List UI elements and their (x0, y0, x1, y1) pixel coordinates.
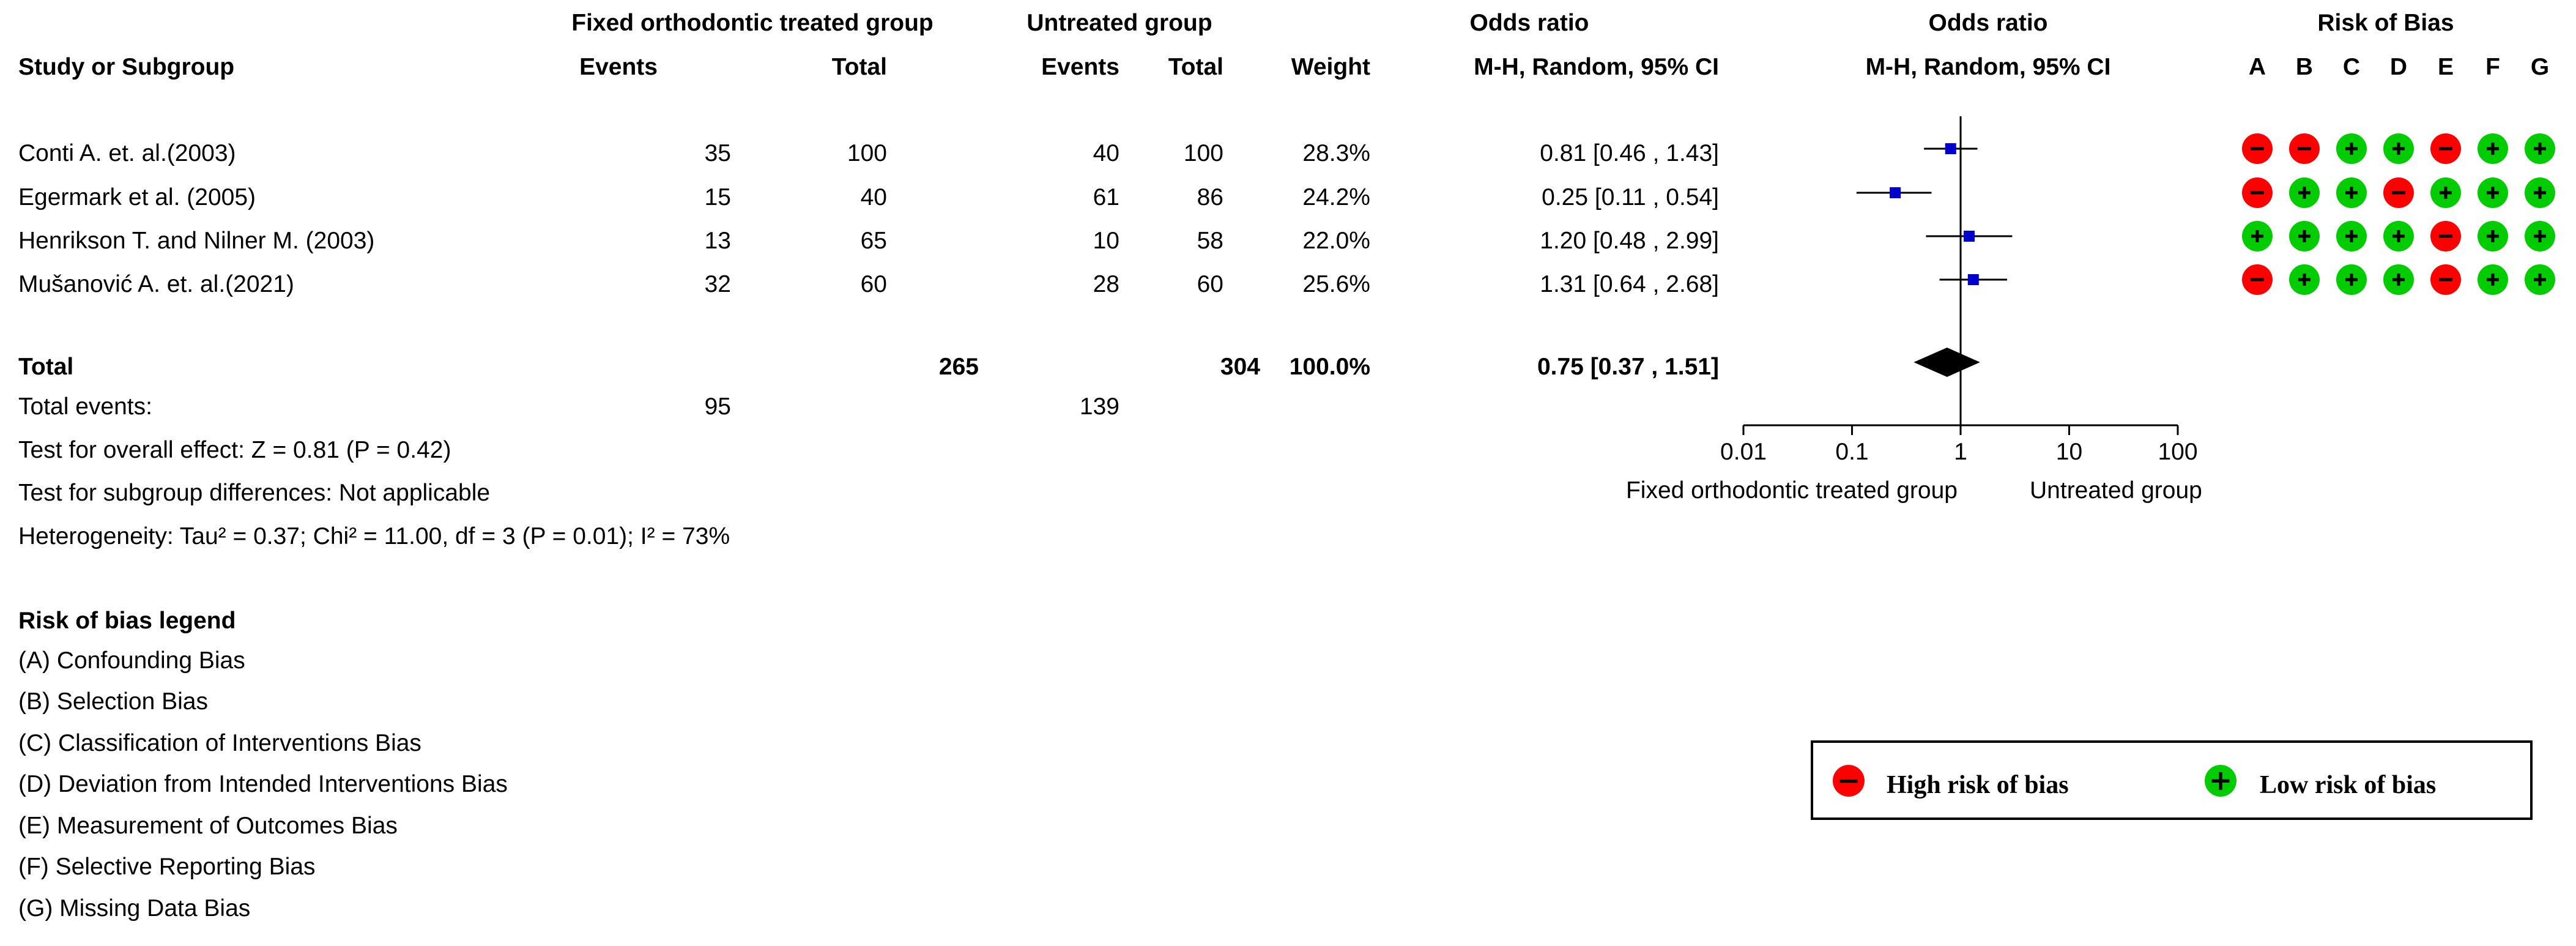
group2-title: Untreated group (1026, 10, 1212, 36)
study-name: Egermark et al. (2005) (18, 184, 256, 210)
low-risk-icon: + (2205, 765, 2236, 797)
study-weight: 28.3% (1302, 140, 1370, 166)
study-total2: 58 (1197, 228, 1223, 254)
rob-letter-b: B (2295, 54, 2314, 80)
bias-legend-item-g: (G) Missing Data Bias (18, 895, 251, 922)
rob-letter-d: D (2389, 54, 2408, 80)
weight-col-header: Weight (1291, 54, 1370, 80)
study-or-ci: 1.20 [0.48 , 2.99] (1540, 228, 1719, 254)
study-events2: 28 (1093, 271, 1119, 297)
study-total2: 100 (1183, 140, 1223, 166)
rob-letter-f: F (2485, 54, 2500, 80)
bias-legend-item-a: (A) Confounding Bias (18, 647, 245, 674)
bias-legend-item-f: (F) Selective Reporting Bias (18, 854, 316, 880)
or-title: Odds ratio (1469, 10, 1589, 36)
axis-left-label: Fixed orthodontic treated group (1625, 477, 1958, 504)
x-tick-label: 0.1 (1835, 439, 1868, 465)
study-total1: 40 (860, 184, 887, 210)
study-events1: 32 (704, 271, 731, 297)
events2-col-header: Events (1041, 54, 1119, 80)
rob-letter-a: A (2248, 54, 2266, 80)
x-tick-label: 10 (2056, 439, 2082, 465)
study-events2: 40 (1093, 140, 1119, 166)
study-weight: 22.0% (1302, 228, 1370, 254)
group1-title: Fixed orthodontic treated group (571, 10, 934, 36)
bias-legend-item-b: (B) Selection Bias (18, 688, 208, 715)
total1-col-header: Total (831, 54, 887, 80)
or-method-header: M-H, Random, 95% CI (1474, 54, 1719, 80)
study-total1: 100 (847, 140, 887, 166)
study-col-header: Study or Subgroup (18, 54, 235, 80)
total-or-ci: 0.75 [0.37 , 1.51] (1537, 354, 1719, 380)
study-events1: 15 (704, 184, 731, 210)
total-total1: 265 (938, 354, 979, 380)
study-total1: 65 (860, 228, 887, 254)
overall-effect-text: Test for overall effect: Z = 0.81 (P = 0… (18, 437, 451, 463)
study-total2: 60 (1197, 271, 1223, 297)
study-name: Henrikson T. and Nilner M. (2003) (18, 228, 375, 254)
rob-letter-e: E (2437, 54, 2454, 80)
x-tick-label: 100 (2158, 439, 2197, 465)
total-events2: 139 (1079, 393, 1119, 420)
total-weight: 100.0% (1289, 354, 1370, 380)
heterogeneity-text: Heterogeneity: Tau² = 0.37; Chi² = 11.00… (18, 523, 730, 549)
point-marker (1964, 231, 1975, 242)
bias-legend-title: Risk of bias legend (18, 608, 236, 634)
study-or-ci: 0.25 [0.11 , 0.54] (1542, 184, 1719, 210)
point-marker (1967, 274, 1979, 285)
study-events1: 35 (704, 140, 731, 166)
bias-key-box: − High risk of bias + Low risk of bias (1811, 740, 2533, 820)
study-name: Conti A. et. al.(2003) (18, 140, 236, 166)
plot-method-header: M-H, Random, 95% CI (1865, 54, 2111, 80)
study-total2: 86 (1197, 184, 1223, 210)
axis-right-label: Untreated group (2030, 477, 2202, 504)
pooled-diamond (1913, 348, 1980, 377)
rob-letter-g: G (2530, 54, 2550, 80)
study-name: Mušanović A. et. al.(2021) (18, 271, 294, 297)
study-weight: 24.2% (1302, 184, 1370, 210)
total-total2: 304 (1220, 354, 1260, 380)
high-risk-icon: − (1833, 765, 1865, 797)
study-total1: 60 (860, 271, 887, 297)
rob-letter-c: C (2342, 54, 2361, 80)
low-risk-label: Low risk of bias (2260, 771, 2437, 799)
total2-col-header: Total (1168, 54, 1223, 80)
bias-legend-item-d: (D) Deviation from Intended Intervention… (18, 771, 508, 797)
study-events1: 13 (704, 228, 731, 254)
x-tick-label: 0.01 (1720, 439, 1767, 465)
rob-title: Risk of Bias (2317, 10, 2454, 36)
x-tick-label: 1 (1954, 439, 1967, 465)
bias-legend-item-e: (E) Measurement of Outcomes Bias (18, 813, 398, 839)
events1-col-header: Events (579, 54, 658, 80)
study-events2: 10 (1093, 228, 1119, 254)
total-label: Total (18, 354, 74, 380)
study-or-ci: 0.81 [0.46 , 1.43] (1540, 140, 1719, 166)
point-marker (1945, 143, 1956, 154)
subgroup-text: Test for subgroup differences: Not appli… (18, 480, 491, 506)
study-events2: 61 (1093, 184, 1119, 210)
high-risk-label: High risk of bias (1887, 771, 2069, 799)
study-weight: 25.6% (1302, 271, 1370, 297)
total-events1: 95 (704, 393, 731, 420)
study-or-ci: 1.31 [0.64 , 2.68] (1540, 271, 1719, 297)
bias-legend-item-c: (C) Classification of Interventions Bias (18, 730, 421, 756)
point-marker (1890, 187, 1901, 198)
total-events-label: Total events: (18, 393, 152, 420)
plot-title: Odds ratio (1928, 10, 2048, 36)
